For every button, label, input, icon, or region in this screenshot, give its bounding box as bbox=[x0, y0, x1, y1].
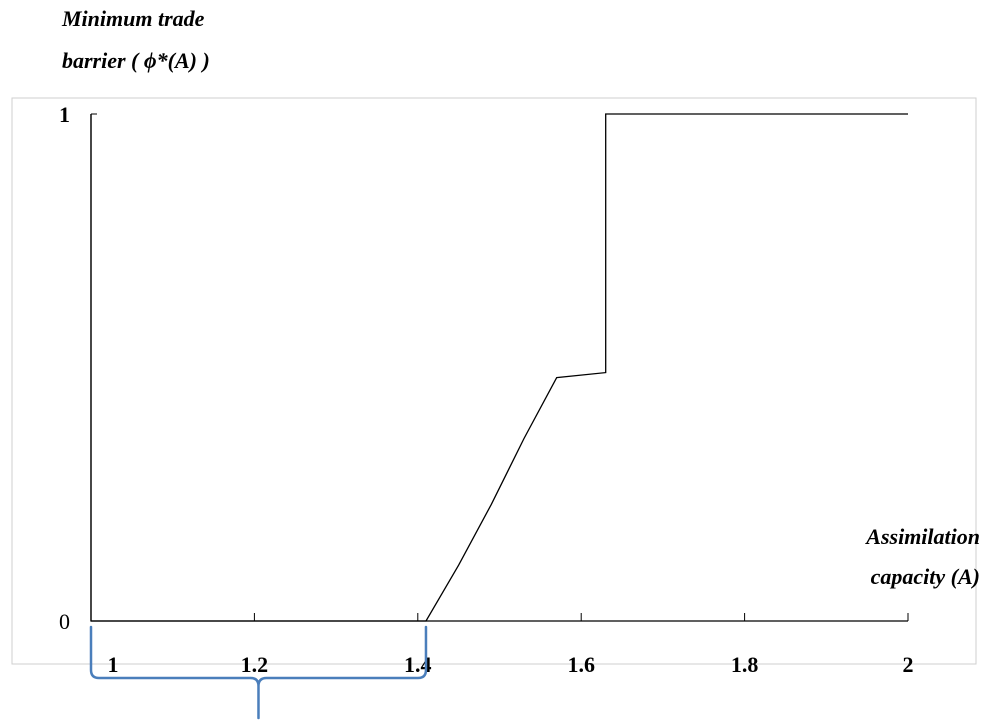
y-axis-label-line-2: barrier ( ϕ*(A) ) bbox=[62, 48, 210, 73]
bracket-annotation bbox=[89, 625, 428, 720]
x-tick-label: 2 bbox=[903, 652, 914, 677]
x-tick-label: 1.4 bbox=[404, 652, 432, 677]
x-axis-label-line-1: Assimilation bbox=[864, 524, 980, 549]
y-tick-label: 1 bbox=[59, 102, 70, 127]
x-tick-label: 1.6 bbox=[567, 652, 595, 677]
x-tick-label: 1.8 bbox=[731, 652, 759, 677]
series-line bbox=[90, 113, 908, 622]
y-tick-label: 0 bbox=[59, 609, 70, 634]
x-tick-label: 1.2 bbox=[241, 652, 269, 677]
x-axis-label-line-2: capacity (A) bbox=[871, 564, 980, 589]
x-ticks: 1 1.2 1.4 1.6 1.8 2 bbox=[90, 613, 914, 677]
y-axis-label-line-1: Minimum trade bbox=[61, 6, 205, 31]
plot-area-frame bbox=[11, 97, 977, 665]
x-tick-label: 1 bbox=[108, 652, 119, 677]
